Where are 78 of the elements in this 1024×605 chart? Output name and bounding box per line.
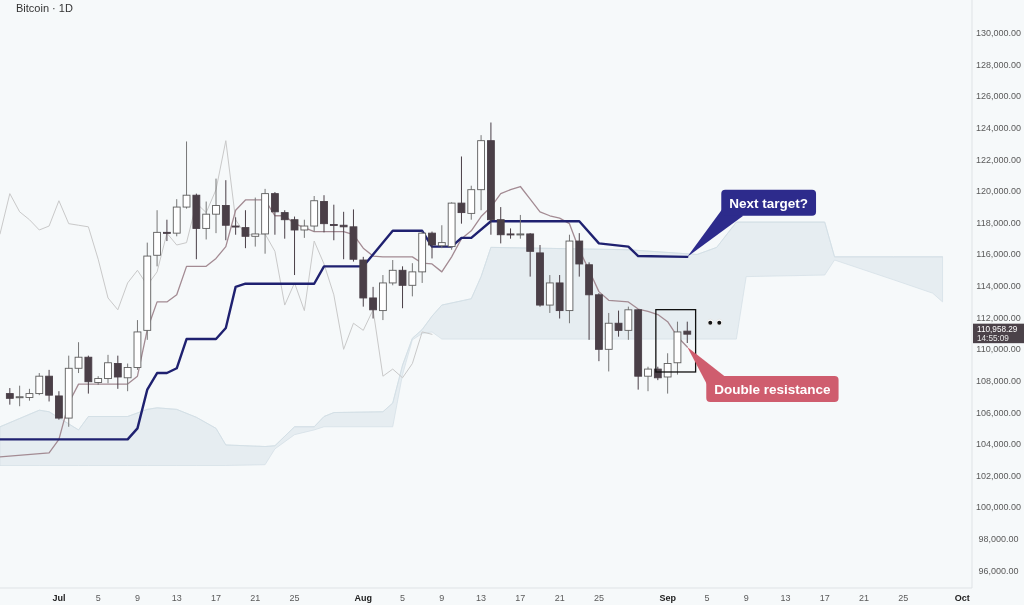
candlestick [644,366,652,392]
candlestick [467,185,476,221]
x-tick-label: 17 [515,593,526,603]
x-tick-label: 25 [593,593,604,603]
y-tick-label: 124,000.00 [975,123,1022,134]
y-tick-label: 96,000.00 [978,565,1019,576]
y-tick-label: 98,000.00 [978,534,1019,544]
candlestick [683,321,692,344]
candlestick [202,201,211,240]
candlestick [663,352,672,395]
candlestick [614,310,623,338]
x-tick-label: 25 [898,593,909,603]
x-tick-label: 17 [819,593,830,603]
y-tick-label: 106,000.00 [975,407,1022,418]
candlestick [545,274,554,314]
candlestick [408,262,417,297]
candlestick [624,306,633,341]
candlestick [104,354,112,384]
candlestick [388,259,397,286]
candlestick [55,390,63,421]
x-tick-label: 21 [554,593,565,603]
y-tick-label: 110,000.00 [976,344,1021,355]
candlestick [398,265,407,309]
candlestick [271,191,279,236]
y-tick-label: 114,000.00 [976,281,1021,292]
candlestick [575,232,584,278]
x-tick-label: Oct [954,593,970,603]
candlestick [329,204,338,241]
candlestick [457,155,466,225]
candlestick [526,232,535,278]
chart-title: Bitcoin · 1D [16,2,73,14]
x-tick-label: 13 [780,593,791,603]
y-tick-label: 102,000.00 [975,470,1022,481]
x-tick-label: 5 [95,593,101,603]
candlestick [437,224,446,249]
candlestick [251,197,260,248]
y-tick-label: 104,000.00 [975,439,1022,450]
x-tick-label: 17 [210,593,222,603]
x-tick-label: Jul [52,593,66,603]
candlestick [163,219,171,242]
x-tick-label: 9 [134,593,140,603]
candlestick [153,209,161,267]
x-tick-label: Aug [354,593,373,603]
line-series [0,220,689,441]
y-tick-label: 108,000.00 [975,375,1022,386]
candlestick [516,214,525,240]
y-tick-label: 126,000.00 [975,91,1022,102]
candlestick [320,194,328,233]
x-tick-label: 21 [858,593,870,603]
y-tick-label: 122,000.00 [975,154,1022,165]
x-tick-label: 13 [476,593,487,603]
y-tick-label: 116,000.00 [976,249,1021,260]
x-tick-label: 5 [704,593,710,603]
annotation: Double resistance [714,381,832,397]
x-tick-label: 25 [289,593,300,603]
x-tick-label: 5 [400,593,406,603]
y-tick-label: 112,000.00 [976,312,1021,323]
y-tick-label: 100,000.00 [975,502,1022,513]
line-series [0,140,433,379]
candlestick [221,179,230,241]
x-tick-label: 13 [171,593,182,603]
x-tick-label: 9 [439,593,445,603]
candlestick [369,286,377,319]
y-tick-label: 120,000.00 [975,186,1022,197]
candlestick [428,231,436,259]
x-tick-label: Sep [659,593,677,603]
candlestick [212,178,220,234]
text: 14:55:09 [977,333,1010,343]
annotation: Next target? [729,195,809,211]
y-tick-label: 130,000.00 [975,28,1022,39]
y-tick-label: 128,000.00 [975,59,1022,70]
x-tick-label: 21 [250,593,261,603]
x-tick-label: 9 [743,593,749,603]
candlestick [113,355,122,390]
text: 110,958.29 [977,324,1018,334]
candlestick [45,369,53,402]
candlestick [300,219,309,239]
y-tick-label: 118,000.00 [976,217,1021,228]
